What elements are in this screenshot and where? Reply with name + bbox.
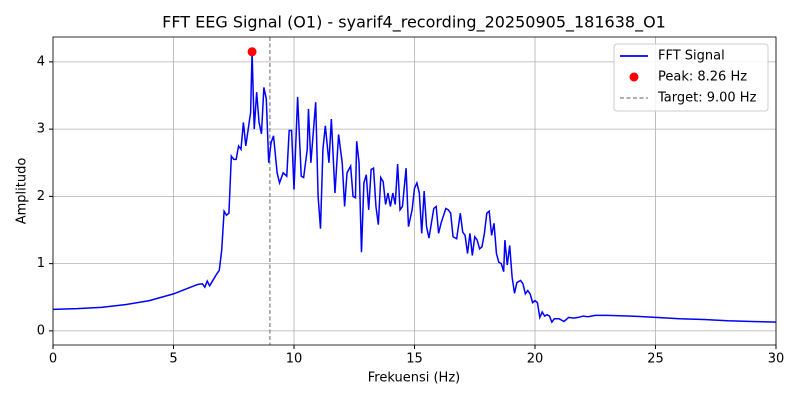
axes-frame bbox=[52, 36, 777, 346]
x-tick-label: 15 bbox=[406, 352, 423, 367]
legend-label: FFT Signal bbox=[658, 49, 725, 64]
x-tick-label: 0 bbox=[49, 352, 57, 367]
y-tick-label: 3 bbox=[37, 122, 45, 137]
y-tick-label: 2 bbox=[37, 189, 45, 204]
y-tick-label: 4 bbox=[37, 54, 45, 69]
legend-label: Peak: 8.26 Hz bbox=[658, 70, 747, 85]
legend-marker bbox=[629, 72, 639, 82]
y-axis-label: Amplitudo bbox=[15, 158, 30, 225]
peak-marker bbox=[247, 47, 257, 57]
y-tick-label: 1 bbox=[37, 256, 45, 271]
x-tick-label: 25 bbox=[647, 352, 664, 367]
x-tick-label: 10 bbox=[286, 352, 303, 367]
x-tick-label: 30 bbox=[768, 352, 785, 367]
x-axis-label: Frekuensi (Hz) bbox=[368, 371, 460, 386]
chart-title: FFT EEG Signal (O1) - syarif4_recording_… bbox=[162, 13, 666, 33]
x-tick-label: 5 bbox=[169, 352, 177, 367]
legend-label: Target: 9.00 Hz bbox=[657, 91, 757, 106]
x-tick-label: 20 bbox=[527, 352, 544, 367]
y-tick-label: 0 bbox=[37, 323, 45, 338]
fft-line bbox=[52, 51, 777, 324]
legend-box bbox=[613, 43, 769, 112]
